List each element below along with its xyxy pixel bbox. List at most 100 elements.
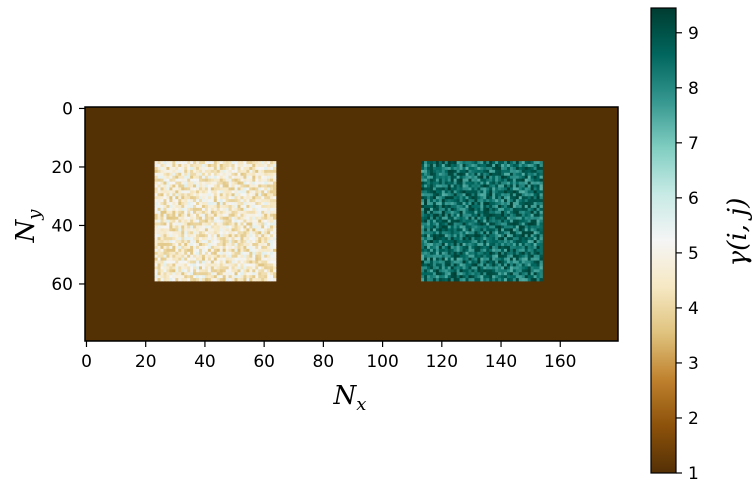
heatmap-cell [459,196,463,200]
heatmap-cell [258,181,262,185]
heatmap-cell [524,190,529,194]
heatmap-cell [435,278,440,282]
heatmap-cell [459,178,463,182]
heatmap-cell [533,245,537,250]
heatmap-cell [157,172,161,177]
heatmap-cell [219,251,224,256]
heatmap-cell [237,166,241,171]
heatmap-cell [492,204,496,209]
heatmap-cell [231,199,235,203]
heatmap-cell [187,275,191,279]
heatmap-cell [483,257,487,261]
heatmap-cell [468,251,472,256]
heatmap-cell [456,190,460,194]
heatmap-cell [175,269,179,273]
heatmap-cell [163,210,167,215]
heatmap-cell [201,260,206,264]
heatmap-cell [489,263,493,267]
heatmap-cell [261,187,265,191]
heatmap-cell [509,254,514,258]
heatmap-cell [498,266,502,270]
heatmap-cell [539,260,543,264]
heatmap-cell [213,210,218,215]
heatmap-cell [225,254,229,258]
heatmap-cell [213,272,218,276]
heatmap-cell [468,272,472,276]
heatmap-cell [421,248,425,253]
heatmap-cell [267,266,271,270]
heatmap-cell [237,161,241,165]
heatmap-cell [234,269,238,273]
colorbar-tick-label: 8 [688,79,699,99]
heatmap-cell [193,210,197,215]
heatmap-cell [456,207,460,212]
heatmap-cell [533,178,537,182]
heatmap-cell [424,254,428,258]
heatmap-cell [447,184,452,188]
heatmap-cell [231,260,235,264]
heatmap-cell [154,166,158,171]
heatmap-cell [160,219,164,223]
heatmap-cell [154,228,158,232]
heatmap-cell [521,178,526,182]
heatmap-cell [255,161,259,165]
heatmap-cell [483,210,487,215]
heatmap-cell [231,251,235,256]
heatmap-cell [512,213,517,218]
heatmap-cell [219,240,224,244]
heatmap-cell [441,278,446,282]
heatmap-cell [465,213,469,218]
heatmap-cell [435,219,440,223]
heatmap-cell [213,225,218,229]
heatmap-cell [480,248,484,253]
y-tick-label: 20 [51,158,73,178]
heatmap-cell [178,228,182,232]
heatmap-cell [536,231,540,235]
heatmap-cell [258,272,262,276]
heatmap-cell [201,257,206,261]
heatmap-cell [474,257,478,261]
heatmap-cell [501,237,505,241]
heatmap-cell [204,161,209,165]
heatmap-cell [518,181,523,185]
heatmap-cell [193,193,197,197]
heatmap-cell [258,269,262,273]
heatmap-cell [486,161,490,165]
heatmap-cell [518,278,523,282]
heatmap-cell [234,172,238,177]
heatmap-cell [506,178,511,182]
heatmap-cell [486,251,490,256]
heatmap-cell [489,166,493,171]
heatmap-cell [486,175,490,180]
heatmap-cell [533,213,537,218]
heatmap-cell [175,251,179,256]
heatmap-cell [213,231,218,235]
heatmap-cell [213,245,218,250]
heatmap-cell [204,260,209,264]
heatmap-cell [498,210,502,215]
heatmap-cell [438,210,443,215]
heatmap-cell [264,240,268,244]
heatmap-cell [160,222,164,226]
heatmap-cell [444,260,449,264]
heatmap-cell [456,164,460,168]
heatmap-cell [201,245,206,250]
heatmap-cell [160,202,164,206]
heatmap-cell [465,260,469,264]
heatmap-cell [462,231,466,235]
heatmap-cell [509,207,514,212]
heatmap-cell [527,260,531,264]
heatmap-cell [213,234,218,238]
heatmap-cell [163,248,167,253]
heatmap-cell [267,243,271,247]
heatmap-cell [258,172,262,177]
heatmap-cell [210,184,215,188]
heatmap-cell [258,275,262,279]
heatmap-cell [453,193,457,197]
heatmap-cell [447,187,452,191]
heatmap-cell [231,161,235,165]
heatmap-cell [264,254,268,258]
heatmap-cell [258,254,262,258]
heatmap-cell [435,164,440,168]
heatmap-cell [474,272,478,276]
